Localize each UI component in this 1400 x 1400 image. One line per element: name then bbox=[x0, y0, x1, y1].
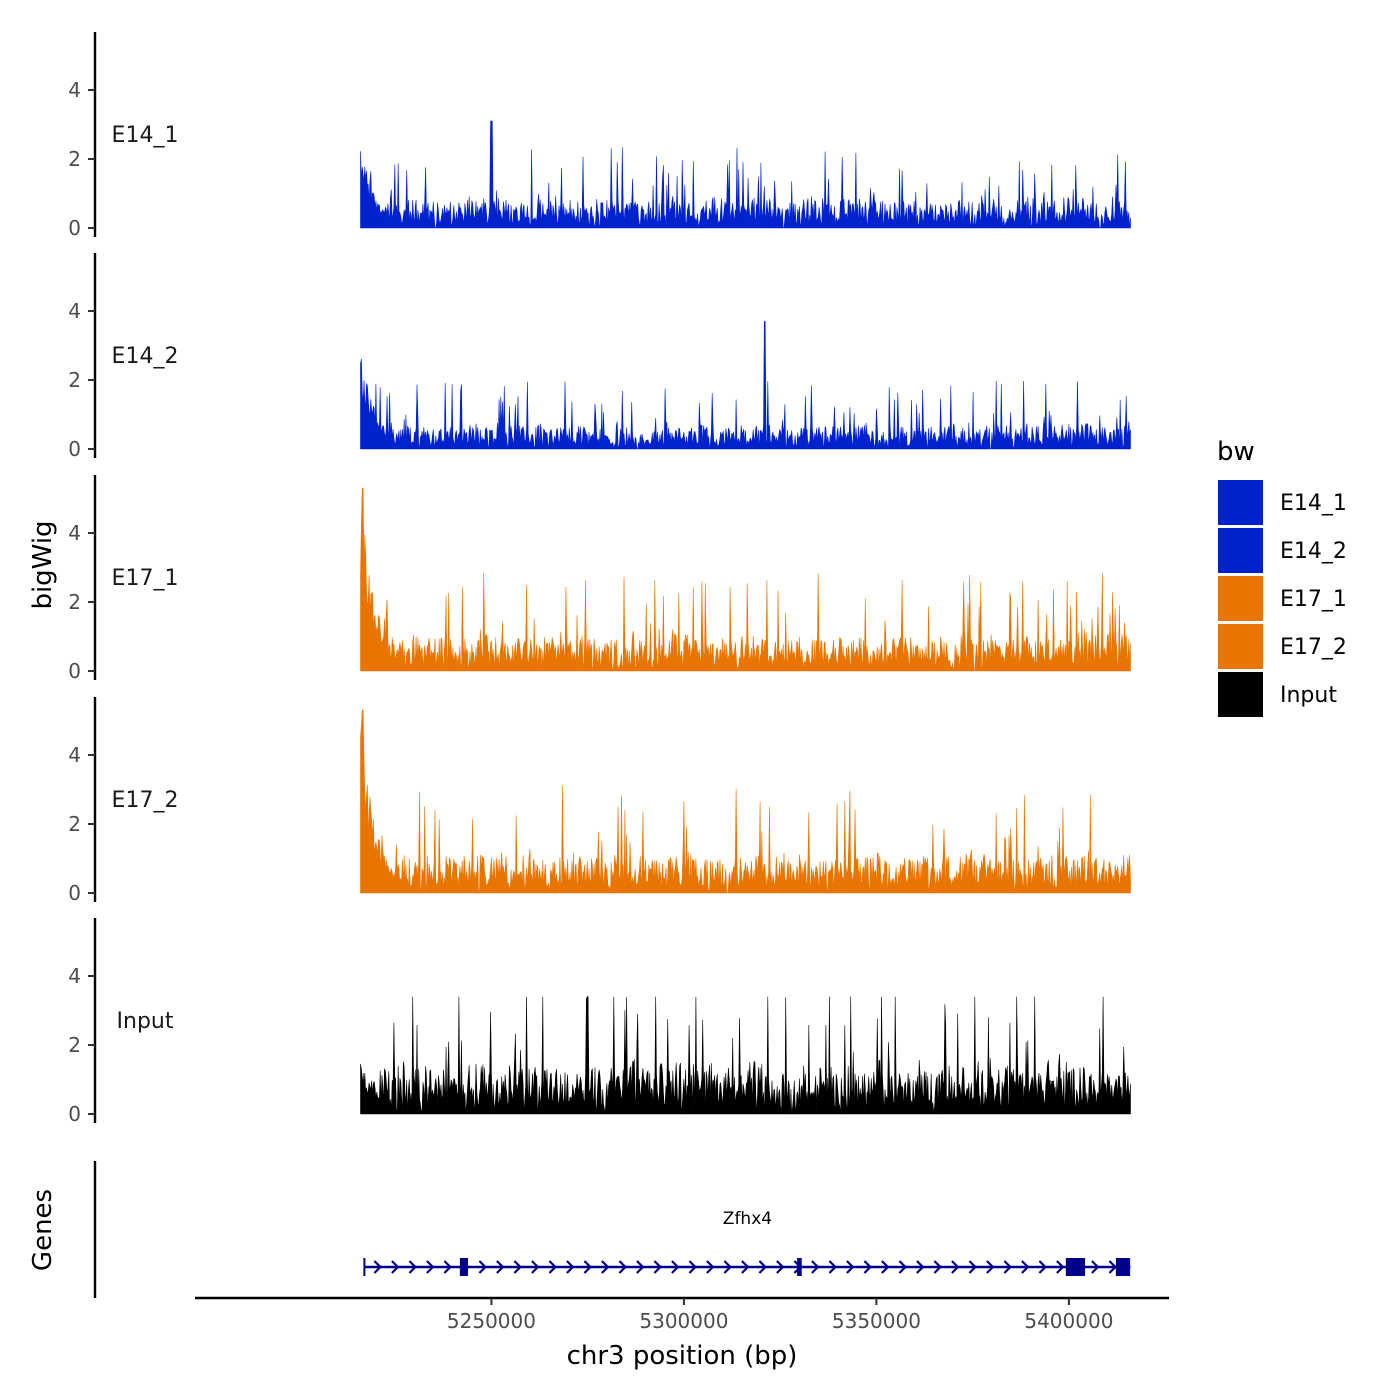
legend-label-E17_2: E17_2 bbox=[1280, 635, 1347, 660]
strand-chevron bbox=[426, 1260, 435, 1274]
strand-chevron bbox=[478, 1260, 487, 1274]
y-tick-label: 4 bbox=[68, 78, 81, 102]
legend-key-E17_1 bbox=[1218, 576, 1263, 621]
strand-chevron bbox=[758, 1260, 767, 1274]
strand-chevron bbox=[706, 1260, 715, 1274]
y-tick-label: 0 bbox=[68, 659, 81, 683]
y-tick-label: 4 bbox=[68, 964, 81, 988]
strand-chevron bbox=[671, 1260, 680, 1274]
gene-track-panel: Zfhx4 bbox=[93, 1161, 1131, 1298]
legend-key-Input bbox=[1218, 672, 1263, 717]
strand-chevron bbox=[898, 1260, 907, 1274]
strand-chevron bbox=[1091, 1260, 1100, 1274]
gene-exon bbox=[1065, 1258, 1086, 1276]
legend-label-Input: Input bbox=[1280, 683, 1337, 708]
y-tick-label: 2 bbox=[68, 147, 81, 171]
y-tick-label: 2 bbox=[68, 368, 81, 392]
strand-chevron bbox=[986, 1260, 995, 1274]
gene-name-label: Zfhx4 bbox=[723, 1209, 772, 1229]
signal-area-E17_2 bbox=[360, 709, 1131, 894]
legend-key-E17_2 bbox=[1218, 624, 1263, 669]
legend-title: bw bbox=[1217, 437, 1255, 467]
strip-label-E14_2: E14_2 bbox=[112, 344, 179, 369]
strand-chevron bbox=[513, 1260, 522, 1274]
y-tick-label: 0 bbox=[68, 881, 81, 905]
strand-chevron bbox=[968, 1260, 977, 1274]
strand-chevron bbox=[531, 1260, 540, 1274]
gene-exon bbox=[797, 1258, 802, 1276]
strand-chevron bbox=[653, 1260, 662, 1274]
signal-area-E14_2 bbox=[360, 321, 1131, 450]
y-tick-label: 2 bbox=[68, 1033, 81, 1057]
strand-chevron bbox=[391, 1260, 400, 1274]
gene-exon bbox=[459, 1258, 468, 1276]
legend-label-E14_2: E14_2 bbox=[1280, 539, 1347, 564]
legend-label-E17_1: E17_1 bbox=[1280, 587, 1347, 612]
track-panel-E17_1: 0 2 4 E17_1 bbox=[68, 475, 1131, 683]
strand-chevron bbox=[951, 1260, 960, 1274]
track-panel-E14_1: 0 2 4 E14_1 bbox=[68, 32, 1131, 240]
strand-chevron bbox=[846, 1260, 855, 1274]
strip-label-E17_1: E17_1 bbox=[112, 566, 179, 591]
y-tick-label: 4 bbox=[68, 521, 81, 545]
strip-label-E17_2: E17_2 bbox=[112, 788, 179, 813]
legend-key-E14_1 bbox=[1218, 480, 1263, 525]
x-axis: 5250000 5300000 5350000 5400000 bbox=[195, 1296, 1169, 1333]
track-panel-E17_2: 0 2 4 E17_2 bbox=[68, 697, 1131, 905]
strand-chevron bbox=[741, 1260, 750, 1274]
strand-chevron bbox=[496, 1260, 505, 1274]
strand-chevron bbox=[688, 1260, 697, 1274]
signal-area-E14_1 bbox=[360, 120, 1131, 229]
track-panel-Input: 0 2 4 Input bbox=[68, 918, 1131, 1126]
strand-chevron bbox=[1108, 1260, 1117, 1274]
strand-chevron bbox=[408, 1260, 417, 1274]
strand-chevron bbox=[863, 1260, 872, 1274]
strand-chevron bbox=[881, 1260, 890, 1274]
strand-chevron bbox=[776, 1260, 785, 1274]
strand-chevron bbox=[566, 1260, 575, 1274]
strand-chevron bbox=[916, 1260, 925, 1274]
strip-label-E14_1: E14_1 bbox=[112, 123, 179, 148]
y-tick-label: 2 bbox=[68, 812, 81, 836]
strand-chevron bbox=[373, 1260, 382, 1274]
x-tick-label: 5250000 bbox=[447, 1309, 536, 1333]
y-tick-label: 0 bbox=[68, 1102, 81, 1126]
x-axis-title: chr3 position (bp) bbox=[567, 1341, 798, 1371]
strand-chevron bbox=[583, 1260, 592, 1274]
y-tick-label: 4 bbox=[68, 743, 81, 767]
strand-chevron bbox=[443, 1260, 452, 1274]
signal-area-E17_1 bbox=[360, 487, 1131, 672]
y-tick-label: 0 bbox=[68, 437, 81, 461]
strand-chevron bbox=[933, 1260, 942, 1274]
strand-chevron bbox=[548, 1260, 557, 1274]
strand-chevron bbox=[1038, 1260, 1047, 1274]
strand-chevron bbox=[636, 1260, 645, 1274]
track-panels: 0 2 4 E14_1 0 2 4 E14_2 0 2 4 E17_1 0 2 4 E17_2 0 2 4 Input bbox=[68, 32, 1131, 1126]
strand-chevron bbox=[828, 1260, 837, 1274]
strand-chevron bbox=[1021, 1260, 1030, 1274]
y-tick-label: 4 bbox=[68, 299, 81, 323]
track-panel-E14_2: 0 2 4 E14_2 bbox=[68, 253, 1131, 461]
strand-chevron bbox=[618, 1260, 627, 1274]
strand-chevron bbox=[811, 1260, 820, 1274]
legend-key-E14_2 bbox=[1218, 528, 1263, 573]
strand-chevron bbox=[1056, 1260, 1065, 1274]
strip-label-Input: Input bbox=[117, 1009, 174, 1034]
y-tick-label: 0 bbox=[68, 216, 81, 240]
y-axis-title: bigWig bbox=[28, 520, 58, 609]
legend: bw E14_1 E14_2 E17_1 E17_2 Input bbox=[1217, 437, 1347, 717]
strand-chevron bbox=[723, 1260, 732, 1274]
genes-axis-title: Genes bbox=[28, 1189, 58, 1271]
gene-exon bbox=[1115, 1258, 1131, 1276]
x-tick-label: 5400000 bbox=[1024, 1309, 1113, 1333]
strand-chevron bbox=[1003, 1260, 1012, 1274]
signal-area-Input bbox=[360, 996, 1131, 1115]
legend-label-E14_1: E14_1 bbox=[1280, 491, 1347, 516]
x-tick-label: 5350000 bbox=[832, 1309, 921, 1333]
strand-chevron bbox=[601, 1260, 610, 1274]
y-tick-label: 2 bbox=[68, 590, 81, 614]
x-tick-label: 5300000 bbox=[639, 1309, 728, 1333]
